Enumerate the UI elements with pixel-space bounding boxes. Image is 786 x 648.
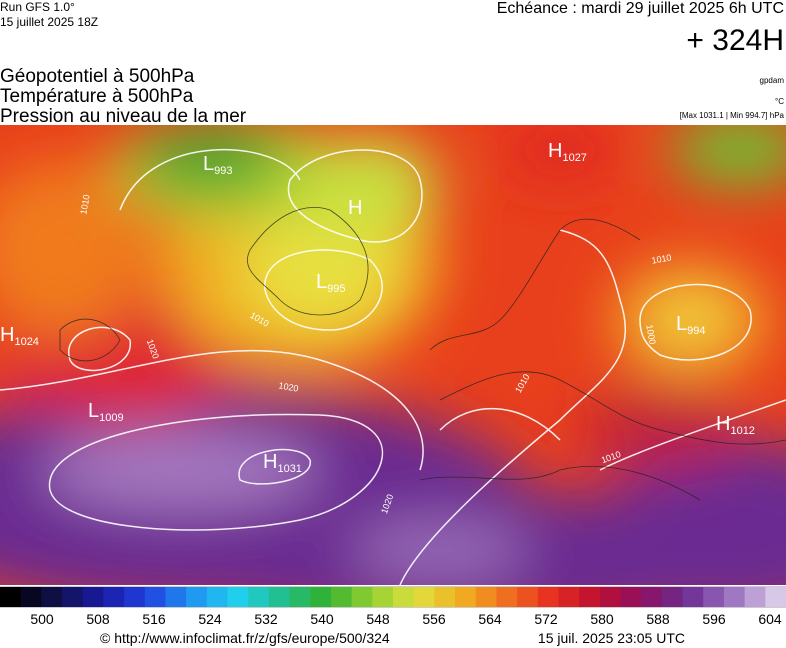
map-field bbox=[0, 125, 786, 585]
center-value: 994 bbox=[687, 325, 705, 337]
run-date: 15 juillet 2025 18Z bbox=[0, 15, 98, 29]
colorbar-label: 500 bbox=[30, 611, 54, 627]
colorbar-label: 596 bbox=[702, 611, 726, 627]
forecast-time: Echéance : mardi 29 juillet 2025 6h UTC bbox=[497, 0, 784, 17]
isobar-label: 1020 bbox=[278, 380, 299, 393]
colorbar-swatch bbox=[330, 587, 353, 607]
colorbar-swatch bbox=[310, 587, 332, 607]
colorbar-swatch bbox=[82, 587, 104, 607]
center-type: L bbox=[88, 400, 99, 422]
pressure-center: L1009 bbox=[88, 400, 124, 424]
run-label: Run GFS 1.0° bbox=[0, 0, 75, 14]
colorbar-label: 524 bbox=[198, 611, 222, 627]
pressure-center: L993 bbox=[203, 153, 232, 177]
colorbar-swatch bbox=[351, 587, 373, 607]
colorbar: 500 508 516 524 532 540 548 556 564 572 580 588 596 6… bbox=[0, 587, 786, 627]
colorbar-swatch bbox=[599, 587, 622, 607]
center-value: 993 bbox=[214, 165, 232, 177]
pressure-center: H1024 bbox=[0, 324, 39, 348]
pressure-center: L995 bbox=[316, 271, 345, 295]
colorbar-swatch bbox=[455, 587, 477, 607]
colorbar-label: 572 bbox=[534, 611, 558, 627]
isobar-label: 1010 bbox=[78, 194, 91, 215]
colorbar-label: 508 bbox=[86, 611, 110, 627]
unit: [Max 1031.1 | Min 994.7] hPa bbox=[680, 111, 785, 120]
pressure-center: L994 bbox=[676, 313, 705, 337]
center-type: H bbox=[263, 451, 277, 473]
colorbar-swatch bbox=[165, 587, 187, 607]
center-value: 1012 bbox=[730, 425, 754, 437]
timestamp: 15 juil. 2025 23:05 UTC bbox=[538, 630, 685, 646]
center-value: 1024 bbox=[14, 336, 38, 348]
unit: °C bbox=[775, 97, 784, 106]
colorbar-swatch bbox=[723, 587, 746, 607]
colorbar-swatch bbox=[744, 587, 766, 607]
colorbar-swatch bbox=[372, 587, 394, 607]
pressure-center: H1027 bbox=[548, 140, 587, 164]
colorbar-label: 580 bbox=[590, 611, 614, 627]
colorbar-swatch bbox=[703, 587, 725, 607]
colorbar-swatch bbox=[20, 587, 42, 607]
colorbar-swatch bbox=[517, 587, 539, 607]
pressure-center: H1031 bbox=[263, 451, 302, 475]
center-type: H bbox=[348, 197, 362, 219]
colorbar-swatch bbox=[289, 587, 311, 607]
center-type: L bbox=[316, 271, 327, 293]
colorbar-swatch bbox=[641, 587, 663, 607]
center-type: H bbox=[0, 324, 14, 346]
colorbar-swatch bbox=[268, 587, 291, 607]
colorbar-swatch bbox=[124, 587, 146, 607]
colorbar-label: 548 bbox=[366, 611, 390, 627]
center-type: L bbox=[676, 313, 687, 335]
source-url: © http://www.infoclimat.fr/z/gfs/europe/… bbox=[100, 630, 390, 646]
center-value: 1009 bbox=[99, 412, 123, 424]
center-value: 1027 bbox=[562, 152, 586, 164]
colorbar-swatch bbox=[579, 587, 601, 607]
isobar-label: 1010 bbox=[651, 252, 672, 265]
isobar-label: 1000 bbox=[644, 324, 657, 345]
pressure-center: H1012 bbox=[716, 413, 755, 437]
center-type: L bbox=[203, 153, 214, 175]
field-name: Géopotentiel à 500hPa bbox=[0, 66, 195, 87]
colorbar-label: 540 bbox=[310, 611, 334, 627]
colorbar-label: 604 bbox=[758, 611, 782, 627]
colorbar-swatch bbox=[393, 587, 415, 607]
unit: gpdam bbox=[760, 76, 785, 85]
lead-time: + 324H bbox=[686, 24, 784, 57]
colorbar-swatch bbox=[537, 587, 559, 607]
colorbar-label: 556 bbox=[422, 611, 446, 627]
colorbar-swatch bbox=[661, 587, 684, 607]
field-name: Température à 500hPa bbox=[0, 86, 194, 107]
colorbar-swatch bbox=[62, 587, 84, 607]
colorbar-swatch bbox=[475, 587, 497, 607]
colorbar-label: 516 bbox=[142, 611, 166, 627]
colorbar-label: 532 bbox=[254, 611, 278, 627]
pressure-center: H bbox=[348, 197, 362, 219]
center-value: 1031 bbox=[277, 463, 301, 475]
center-type: H bbox=[548, 140, 562, 162]
field-name: Pression au niveau de la mer bbox=[0, 106, 247, 127]
colorbar-swatch bbox=[248, 587, 270, 607]
colorbar-swatch bbox=[413, 587, 435, 607]
colorbar-swatch bbox=[434, 587, 456, 607]
colorbar-swatch bbox=[41, 587, 63, 607]
colorbar-swatch bbox=[0, 587, 22, 607]
colorbar-swatch bbox=[765, 587, 786, 607]
colorbar-swatch bbox=[186, 587, 208, 607]
colorbar-swatch bbox=[496, 587, 518, 607]
colorbar-swatch bbox=[558, 587, 580, 607]
colorbar-label: 564 bbox=[478, 611, 502, 627]
colorbar-swatch bbox=[682, 587, 704, 607]
center-value: 995 bbox=[327, 283, 345, 295]
colorbar-swatch bbox=[103, 587, 125, 607]
colorbar-swatch bbox=[206, 587, 229, 607]
colorbar-label: 588 bbox=[646, 611, 670, 627]
colorbar-swatch bbox=[144, 587, 166, 607]
center-type: H bbox=[716, 413, 730, 435]
colorbar-swatch bbox=[227, 587, 249, 607]
colorbar-swatch bbox=[620, 587, 642, 607]
